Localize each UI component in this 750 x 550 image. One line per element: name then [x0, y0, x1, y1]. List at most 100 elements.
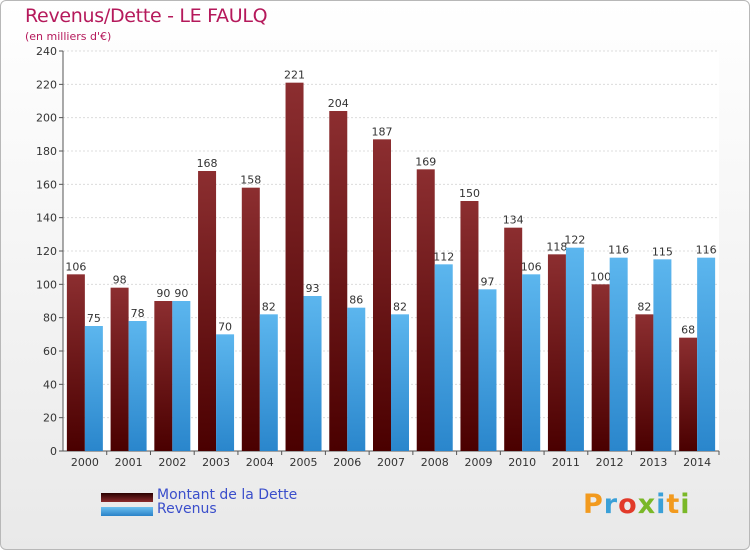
bar-dette — [679, 337, 698, 451]
data-label-revenus: 97 — [480, 275, 494, 288]
bar-revenus — [347, 307, 366, 451]
bar-revenus — [172, 301, 191, 451]
x-tick-label: 2003 — [202, 456, 230, 469]
data-label-dette: 204 — [328, 97, 349, 110]
data-label-revenus: 78 — [131, 307, 145, 320]
data-label-dette: 100 — [590, 270, 611, 283]
data-label-revenus: 70 — [218, 320, 232, 333]
x-tick-label: 2005 — [290, 456, 318, 469]
bar-revenus — [653, 259, 672, 451]
bar-dette — [460, 201, 479, 451]
logo-letter: P — [583, 489, 604, 520]
data-label-dette: 168 — [197, 157, 218, 170]
bar-dette — [329, 111, 348, 451]
data-label-dette: 169 — [415, 155, 436, 168]
x-tick-label: 2010 — [508, 456, 536, 469]
data-label-revenus: 112 — [433, 250, 454, 263]
data-label-dette: 150 — [459, 187, 480, 200]
legend-swatch-revenus — [101, 507, 153, 516]
legend-swatch-dette — [101, 493, 153, 502]
y-tick-label: 160 — [36, 178, 57, 191]
y-tick-label: 180 — [36, 145, 57, 158]
data-label-dette: 134 — [503, 214, 524, 227]
x-tick-label: 2008 — [421, 456, 449, 469]
data-label-dette: 158 — [240, 174, 261, 187]
bar-dette — [373, 139, 391, 452]
bar-dette — [547, 254, 566, 451]
data-label-revenus: 116 — [696, 244, 717, 257]
data-label-revenus: 82 — [262, 300, 276, 313]
x-tick-label: 2007 — [377, 456, 405, 469]
x-tick-label: 2011 — [552, 456, 580, 469]
logo-letter: i — [656, 489, 667, 520]
y-tick-label: 120 — [36, 245, 57, 258]
x-tick-label: 2014 — [683, 456, 711, 469]
bar-dette — [154, 301, 173, 451]
bar-revenus — [522, 274, 541, 451]
bar-dette — [198, 171, 217, 451]
bar-revenus — [216, 334, 235, 451]
bar-dette — [504, 227, 523, 451]
data-label-revenus: 122 — [564, 234, 585, 247]
data-label-revenus: 75 — [87, 312, 101, 325]
bar-revenus — [609, 257, 628, 451]
bar-dette — [241, 187, 260, 451]
x-tick-label: 2004 — [246, 456, 274, 469]
data-label-dette: 98 — [113, 274, 127, 287]
x-tick-label: 2002 — [158, 456, 186, 469]
bar-dette — [416, 169, 435, 452]
logo-letter: r — [603, 489, 619, 520]
legend-label-dette: Montant de la Dette — [157, 487, 298, 503]
bar-revenus — [478, 289, 497, 451]
bar-dette — [110, 287, 129, 451]
x-tick-label: 2013 — [639, 456, 667, 469]
logo-letter: i — [680, 489, 691, 520]
y-tick-label: 240 — [36, 45, 57, 58]
logo-letter: t — [666, 489, 681, 520]
y-tick-label: 40 — [43, 378, 57, 391]
bar-revenus — [259, 314, 278, 451]
y-tick-label: 60 — [43, 345, 57, 358]
x-tick-label: 2012 — [596, 456, 624, 469]
logo-letter: o — [618, 489, 638, 520]
chart-subtitle: (en milliers d'€) — [25, 30, 112, 43]
data-label-dette: 221 — [284, 69, 305, 82]
x-tick-label: 2006 — [333, 456, 361, 469]
data-label-revenus: 90 — [174, 287, 188, 300]
data-label-dette: 82 — [637, 300, 651, 313]
bar-dette — [591, 284, 610, 451]
legend-label-revenus: Revenus — [157, 501, 217, 517]
y-tick-label: 200 — [36, 112, 57, 125]
x-tick-label: 2000 — [71, 456, 99, 469]
x-tick-label: 2009 — [464, 456, 492, 469]
bar-revenus — [128, 321, 147, 451]
bar-revenus — [565, 247, 584, 451]
data-label-dette: 106 — [65, 260, 86, 273]
y-tick-label: 80 — [43, 312, 57, 325]
x-tick-label: 2001 — [115, 456, 143, 469]
y-tick-label: 220 — [36, 78, 57, 91]
bar-dette — [635, 314, 654, 451]
bar-revenus — [84, 326, 103, 451]
chart-title: Revenus/Dette - LE FAULQ — [25, 5, 268, 27]
data-label-revenus: 86 — [349, 294, 363, 307]
y-tick-label: 0 — [50, 445, 57, 458]
y-tick-label: 20 — [43, 412, 57, 425]
proxiti-logo: Proxiti — [583, 489, 691, 520]
y-tick-label: 100 — [36, 278, 57, 291]
data-label-revenus: 115 — [652, 245, 673, 258]
data-label-dette: 187 — [372, 125, 393, 138]
data-label-dette: 90 — [156, 287, 170, 300]
logo-letter: x — [637, 489, 657, 520]
data-label-dette: 118 — [546, 240, 567, 253]
data-label-revenus: 106 — [521, 260, 542, 273]
data-label-dette: 68 — [681, 324, 695, 337]
data-label-revenus: 82 — [393, 300, 407, 313]
bar-revenus — [303, 296, 322, 451]
bar-revenus — [434, 264, 453, 451]
bar-dette — [66, 274, 85, 451]
bar-dette — [285, 82, 304, 452]
y-tick-label: 140 — [36, 212, 57, 225]
